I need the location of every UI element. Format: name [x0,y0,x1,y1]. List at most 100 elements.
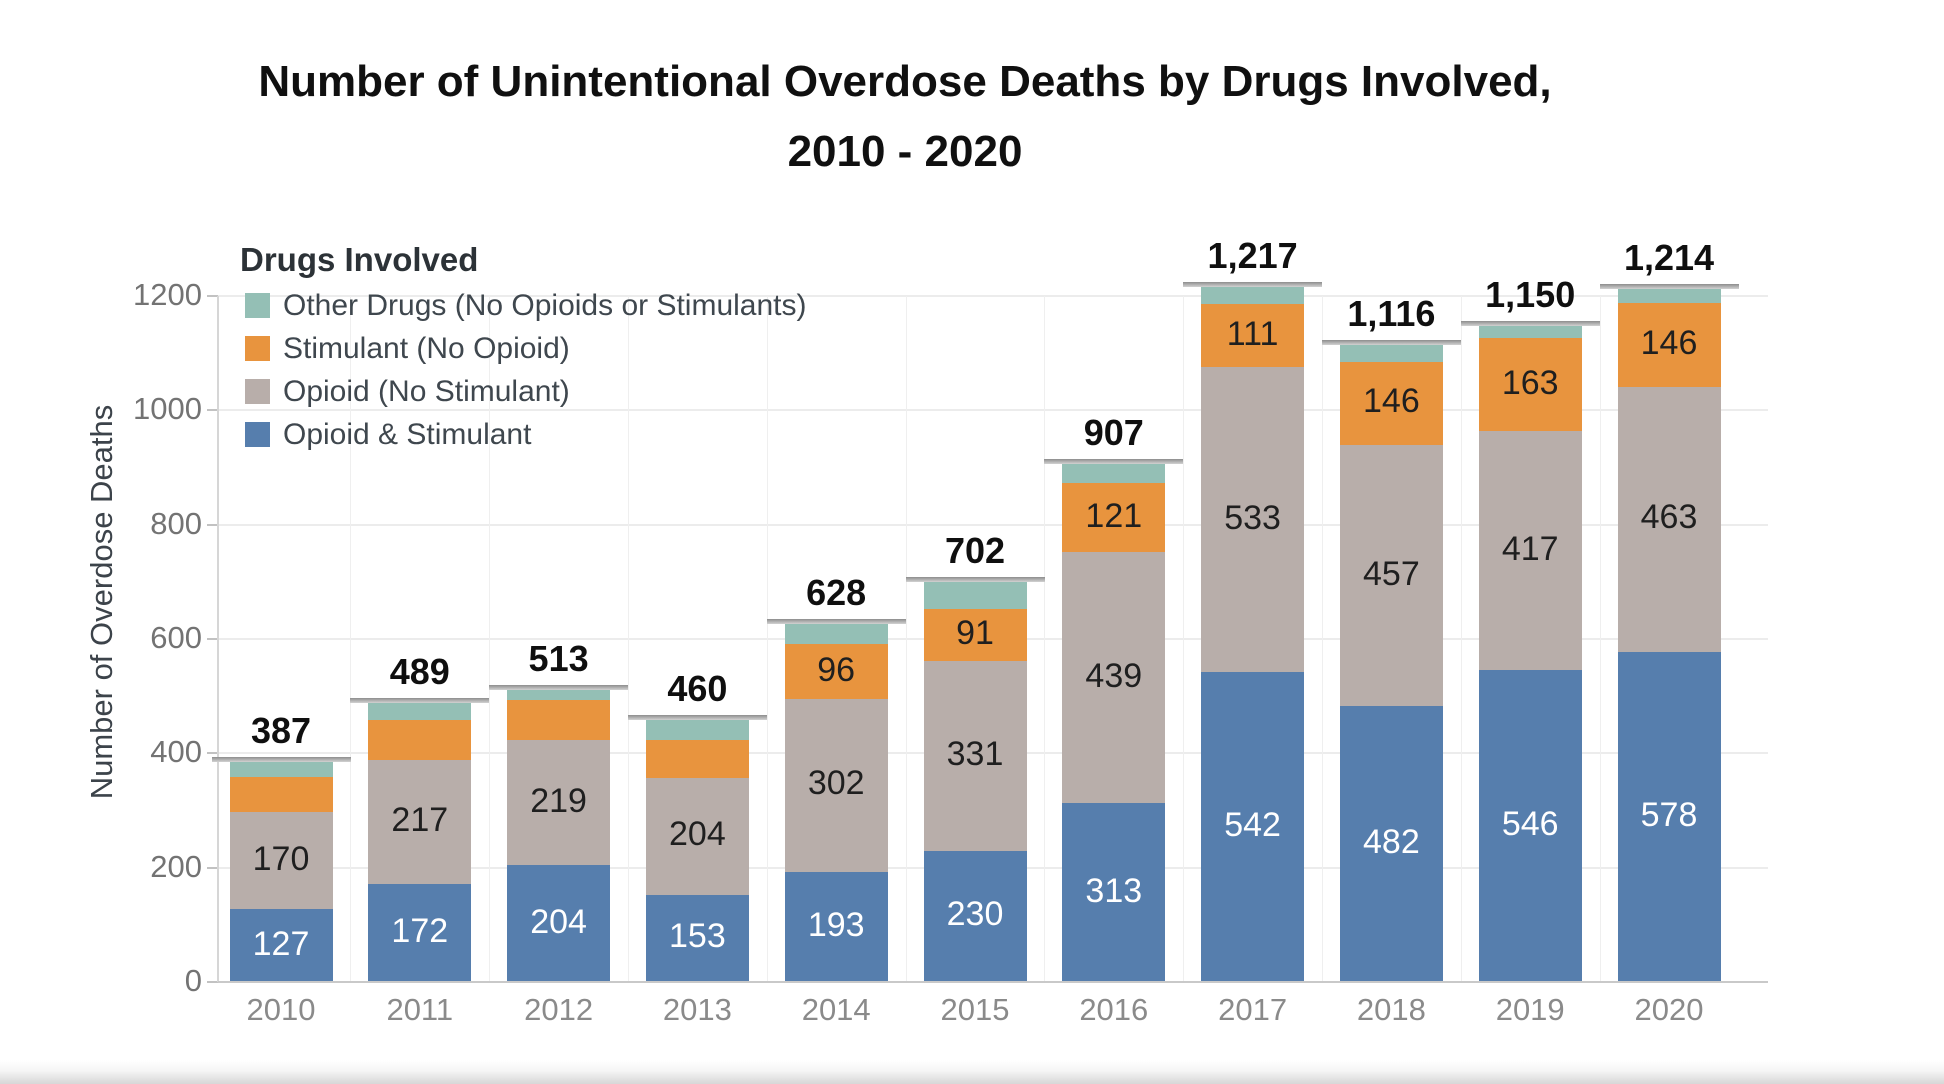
y-axis-label-400: 400 [150,734,202,770]
y-axis-tick-200 [207,866,218,869]
bar-total-marker-2015 [905,576,1045,582]
bar-total-label-2011: 489 [389,651,450,693]
bar-segment-2018-opioid-no-stimulant-[interactable] [1339,445,1443,707]
bar-segment-2013-opioid-no-stimulant-[interactable] [645,777,749,895]
bar-segment-2015-other-drugs-no-opioids-or-stimulants-[interactable] [923,580,1027,610]
legend-label-stimulant-no-opioid: Stimulant (No Opioid) [283,331,570,365]
x-axis-label-2010: 2010 [246,992,316,1027]
column-divider [766,296,768,982]
bar-total-label-2018: 1,116 [1347,293,1436,335]
bar-segment-2020-opioid-stimulant[interactable] [1617,651,1721,982]
column-divider [1599,296,1601,982]
bar-segment-2011-opioid-stimulant[interactable] [368,883,472,982]
y-axis-label-800: 800 [150,505,202,541]
x-axis-line [218,981,1768,983]
column-divider [1183,296,1185,982]
y-axis-label-200: 200 [150,848,202,884]
bar-total-marker-2018 [1321,340,1461,346]
bar-segment-2014-stimulant-no-opioid-[interactable] [784,644,888,700]
chart-title-line2: 2010 - 2020 [787,127,1023,176]
column-divider [1322,296,1323,982]
bar-segment-2015-stimulant-no-opioid-[interactable] [923,609,1027,662]
legend-swatch-opioid-stimulant-icon [245,422,270,447]
bar-total-label-2010: 387 [250,709,312,751]
bar-segment-2012-opioid-stimulant[interactable] [507,865,611,982]
bar-segment-2012-stimulant-no-opioid-[interactable] [507,700,611,741]
bar-segment-2010-opioid-stimulant[interactable] [229,909,333,982]
bar-segment-2019-other-drugs-no-opioids-or-stimulants-[interactable] [1478,324,1582,339]
bar-total-label-2014: 628 [806,571,867,613]
x-axis-label-2011: 2011 [386,992,454,1027]
bar-segment-2020-other-drugs-no-opioids-or-stimulants-[interactable] [1617,287,1721,304]
bar-total-label-2019: 1,150 [1485,273,1576,315]
bar-segment-2014-opioid-no-stimulant-[interactable] [784,699,888,872]
x-axis-label-2017: 2017 [1218,992,1288,1027]
bar-total-marker-2010 [211,756,351,762]
bar-total-marker-2017 [1183,282,1323,288]
legend-swatch-other-drugs-icon [245,293,270,318]
column-divider [1460,296,1462,982]
x-axis-label-2019: 2019 [1495,992,1565,1027]
y-axis-tick-600 [207,638,218,640]
legend-item-opioid-and-stimulant[interactable]: Opioid & Stimulant [240,413,807,456]
bar-segment-2014-other-drugs-no-opioids-or-stimulants-[interactable] [784,622,888,645]
legend-swatch-opioid-icon [245,379,270,404]
bar-segment-2012-opioid-no-stimulant-[interactable] [507,740,611,866]
y-axis-label-600: 600 [150,620,202,655]
bar-segment-2018-opioid-stimulant[interactable] [1339,706,1443,982]
column-divider [350,296,352,982]
bar-total-marker-2013 [627,715,767,721]
bar-segment-2016-opioid-no-stimulant-[interactable] [1062,552,1166,804]
bar-segment-2016-other-drugs-no-opioids-or-stimulants-[interactable] [1062,463,1166,483]
bar-total-label-2020: 1,214 [1623,236,1715,278]
bar-total-marker-2016 [1044,459,1184,465]
column-divider [628,296,629,982]
legend-header: Drugs Involved [240,241,479,278]
bar-segment-2016-opioid-stimulant[interactable] [1062,803,1166,982]
y-axis-label-1000: 1000 [133,391,202,427]
bar-segment-2014-opioid-stimulant[interactable] [784,871,888,982]
bar-segment-2017-opioid-stimulant[interactable] [1201,672,1305,982]
bar-segment-2015-opioid-stimulant[interactable] [923,850,1027,982]
bar-segment-2010-other-drugs-no-opioids-or-stimulants-[interactable] [229,760,333,777]
bar-total-marker-2012 [489,684,629,690]
bar-segment-2017-stimulant-no-opioid-[interactable] [1201,304,1305,368]
y-axis-line [217,296,219,982]
x-axis-label-2013: 2013 [662,992,732,1027]
gridline-1000 [218,409,1768,412]
bar-segment-2011-opioid-no-stimulant-[interactable] [368,759,472,884]
bar-segment-2018-stimulant-no-opioid-[interactable] [1339,361,1443,446]
bar-segment-2020-stimulant-no-opioid-[interactable] [1617,303,1721,387]
bar-segment-2015-opioid-no-stimulant-[interactable] [923,661,1027,851]
bar-segment-2018-other-drugs-no-opioids-or-stimulants-[interactable] [1339,344,1443,362]
y-axis-tick-1000 [207,409,218,412]
bar-segment-2019-opioid-no-stimulant-[interactable] [1478,431,1582,670]
legend-item-other-drugs[interactable]: Other Drugs (No Opioids or Stimulants) [240,284,807,327]
bar-segment-2013-opioid-stimulant[interactable] [645,894,749,982]
bar-segment-2017-opioid-no-stimulant-[interactable] [1201,367,1305,673]
legend-item-opioid-no-stimulant[interactable]: Opioid (No Stimulant) [240,370,807,413]
bar-segment-2011-stimulant-no-opioid-[interactable] [368,719,472,760]
x-axis-label-2015: 2015 [940,992,1010,1027]
y-axis-tick-400 [207,752,218,755]
bar-segment-2010-opioid-no-stimulant-[interactable] [229,812,333,910]
legend-label-opioid-no-stimulant: Opioid (No Stimulant) [283,374,570,408]
bar-segment-2016-stimulant-no-opioid-[interactable] [1062,482,1166,553]
bar-segment-2011-other-drugs-no-opioids-or-stimulants-[interactable] [368,702,472,720]
bar-total-label-2016: 907 [1083,412,1144,454]
bar-segment-2020-opioid-no-stimulant-[interactable] [1617,386,1721,652]
bar-segment-2019-stimulant-no-opioid-[interactable] [1478,338,1582,432]
bar-segment-2013-stimulant-no-opioid-[interactable] [645,740,749,778]
bar-segment-2012-other-drugs-no-opioids-or-stimulants-[interactable] [507,688,611,701]
legend-swatch-stimulant-icon [245,336,270,361]
bar-segment-2013-other-drugs-no-opioids-or-stimulants-[interactable] [645,719,749,741]
bar-total-label-2013: 460 [667,668,728,710]
bar-segment-2010-stimulant-no-opioid-[interactable] [229,776,333,813]
gridline-1200 [218,295,1768,297]
bar-segment-2017-other-drugs-no-opioids-or-stimulants-[interactable] [1201,286,1305,304]
bar-segment-2019-opioid-stimulant[interactable] [1478,669,1582,982]
x-axis-label-2012: 2012 [524,992,594,1027]
column-divider [1044,296,1046,982]
legend-item-stimulant-no-opioid[interactable]: Stimulant (No Opioid) [240,327,807,370]
